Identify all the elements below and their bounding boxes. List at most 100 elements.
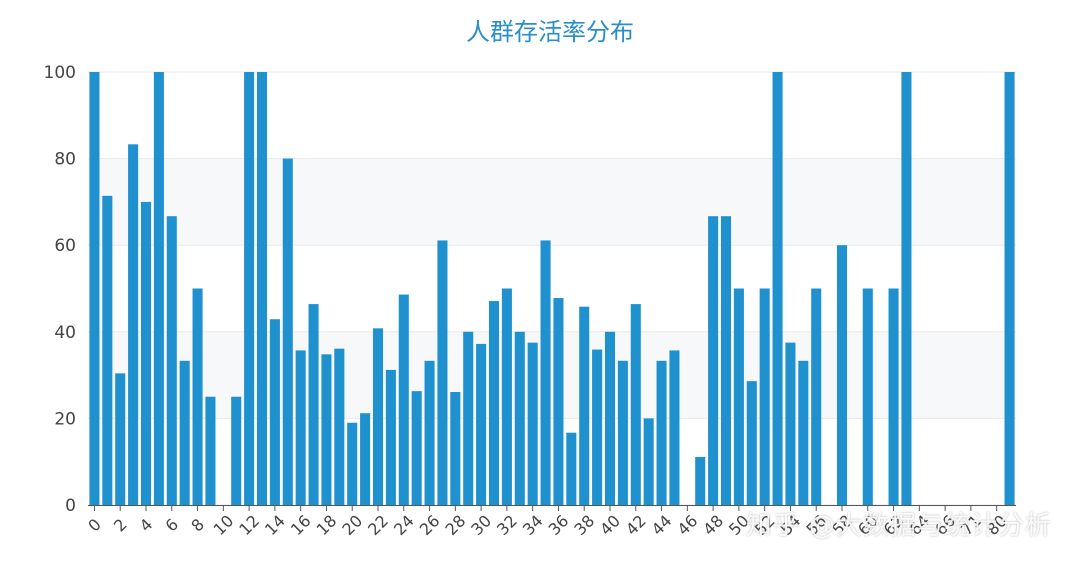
bar xyxy=(231,396,242,505)
bar xyxy=(166,216,177,505)
bar xyxy=(514,331,525,505)
bar xyxy=(527,342,538,505)
bar xyxy=(708,216,719,505)
x-tick-label: 40 xyxy=(596,511,624,539)
bar xyxy=(308,304,319,505)
bar xyxy=(192,288,203,505)
bar xyxy=(282,158,293,505)
x-tick-label: 24 xyxy=(390,511,418,539)
x-tick-label: 12 xyxy=(235,511,263,539)
x-tick-label: 20 xyxy=(338,511,366,539)
bar xyxy=(424,360,435,505)
bar xyxy=(244,72,255,505)
bar xyxy=(901,72,912,505)
y-tick-label: 0 xyxy=(65,496,76,516)
bar xyxy=(140,201,152,505)
bar xyxy=(579,306,590,505)
bar xyxy=(656,360,667,505)
x-tick-label: 8 xyxy=(187,515,208,536)
bar xyxy=(89,72,100,505)
x-tick-label: 22 xyxy=(364,511,392,539)
bar xyxy=(476,343,487,505)
bar xyxy=(669,350,680,505)
x-tick-label: 48 xyxy=(699,511,727,539)
bar xyxy=(347,422,358,505)
bar xyxy=(836,245,848,505)
x-tick-label: 2 xyxy=(110,515,131,536)
bar xyxy=(733,288,744,505)
grid-band xyxy=(88,245,1016,332)
bar xyxy=(540,240,551,505)
bar xyxy=(1004,72,1015,505)
bar xyxy=(321,354,332,505)
bar xyxy=(102,195,113,505)
x-tick-label: 16 xyxy=(287,511,315,539)
y-tick-label: 20 xyxy=(54,409,76,429)
grid-band xyxy=(88,418,1016,505)
bar xyxy=(450,391,461,505)
bar xyxy=(269,319,280,505)
bar xyxy=(617,360,628,505)
y-tick-label: 100 xyxy=(44,63,76,83)
grid-band xyxy=(88,158,1016,246)
bar xyxy=(759,288,770,505)
bar xyxy=(604,331,616,505)
bar xyxy=(360,413,371,505)
x-tick-label: 30 xyxy=(467,511,495,539)
bar xyxy=(115,373,126,505)
x-tick-label: 28 xyxy=(442,511,470,539)
bar xyxy=(153,72,164,505)
x-tick-label: 26 xyxy=(416,511,444,539)
x-tick-label: 34 xyxy=(519,511,547,539)
x-tick-label: 18 xyxy=(313,511,341,539)
bar xyxy=(811,288,822,505)
x-tick-label: 6 xyxy=(162,515,183,536)
grid-band xyxy=(88,331,1016,419)
x-tick-label: 0 xyxy=(84,515,105,536)
bar xyxy=(295,350,306,505)
bar xyxy=(720,216,732,505)
bar xyxy=(256,72,268,505)
bar xyxy=(862,288,873,505)
bar xyxy=(798,360,809,505)
bar xyxy=(501,288,512,505)
bar xyxy=(488,301,500,505)
bar xyxy=(772,72,783,505)
y-tick-label: 40 xyxy=(54,323,76,343)
x-tick-label: 14 xyxy=(261,511,289,539)
grid-band xyxy=(88,72,1016,159)
watermark: 知乎 @大数据与统计分析 xyxy=(745,511,1052,541)
bar xyxy=(785,342,796,505)
x-tick-label: 42 xyxy=(622,511,650,539)
x-tick-label: 46 xyxy=(674,511,702,539)
chart-title: 人群存活率分布 xyxy=(466,18,634,46)
x-tick-label: 4 xyxy=(136,515,157,536)
bar xyxy=(746,381,757,505)
bar xyxy=(205,396,216,505)
bar xyxy=(630,304,641,505)
y-tick-label: 80 xyxy=(54,150,76,170)
bar xyxy=(437,240,448,505)
bar xyxy=(411,391,422,505)
bar xyxy=(179,360,190,505)
bar xyxy=(592,349,603,505)
bar xyxy=(566,432,577,505)
bar xyxy=(128,144,139,505)
x-tick-label: 36 xyxy=(545,511,573,539)
y-tick-label: 60 xyxy=(54,236,76,256)
bar xyxy=(385,369,396,505)
bar xyxy=(398,294,409,505)
x-tick-label: 32 xyxy=(493,511,521,539)
bar xyxy=(888,288,899,505)
bar xyxy=(372,328,384,505)
x-tick-label: 44 xyxy=(648,511,676,539)
x-tick-label: 38 xyxy=(570,511,598,539)
bar xyxy=(334,348,345,505)
bar xyxy=(463,331,474,505)
bar xyxy=(643,418,654,505)
bar xyxy=(553,298,564,505)
x-tick-label: 10 xyxy=(210,511,238,539)
bar xyxy=(695,456,706,505)
